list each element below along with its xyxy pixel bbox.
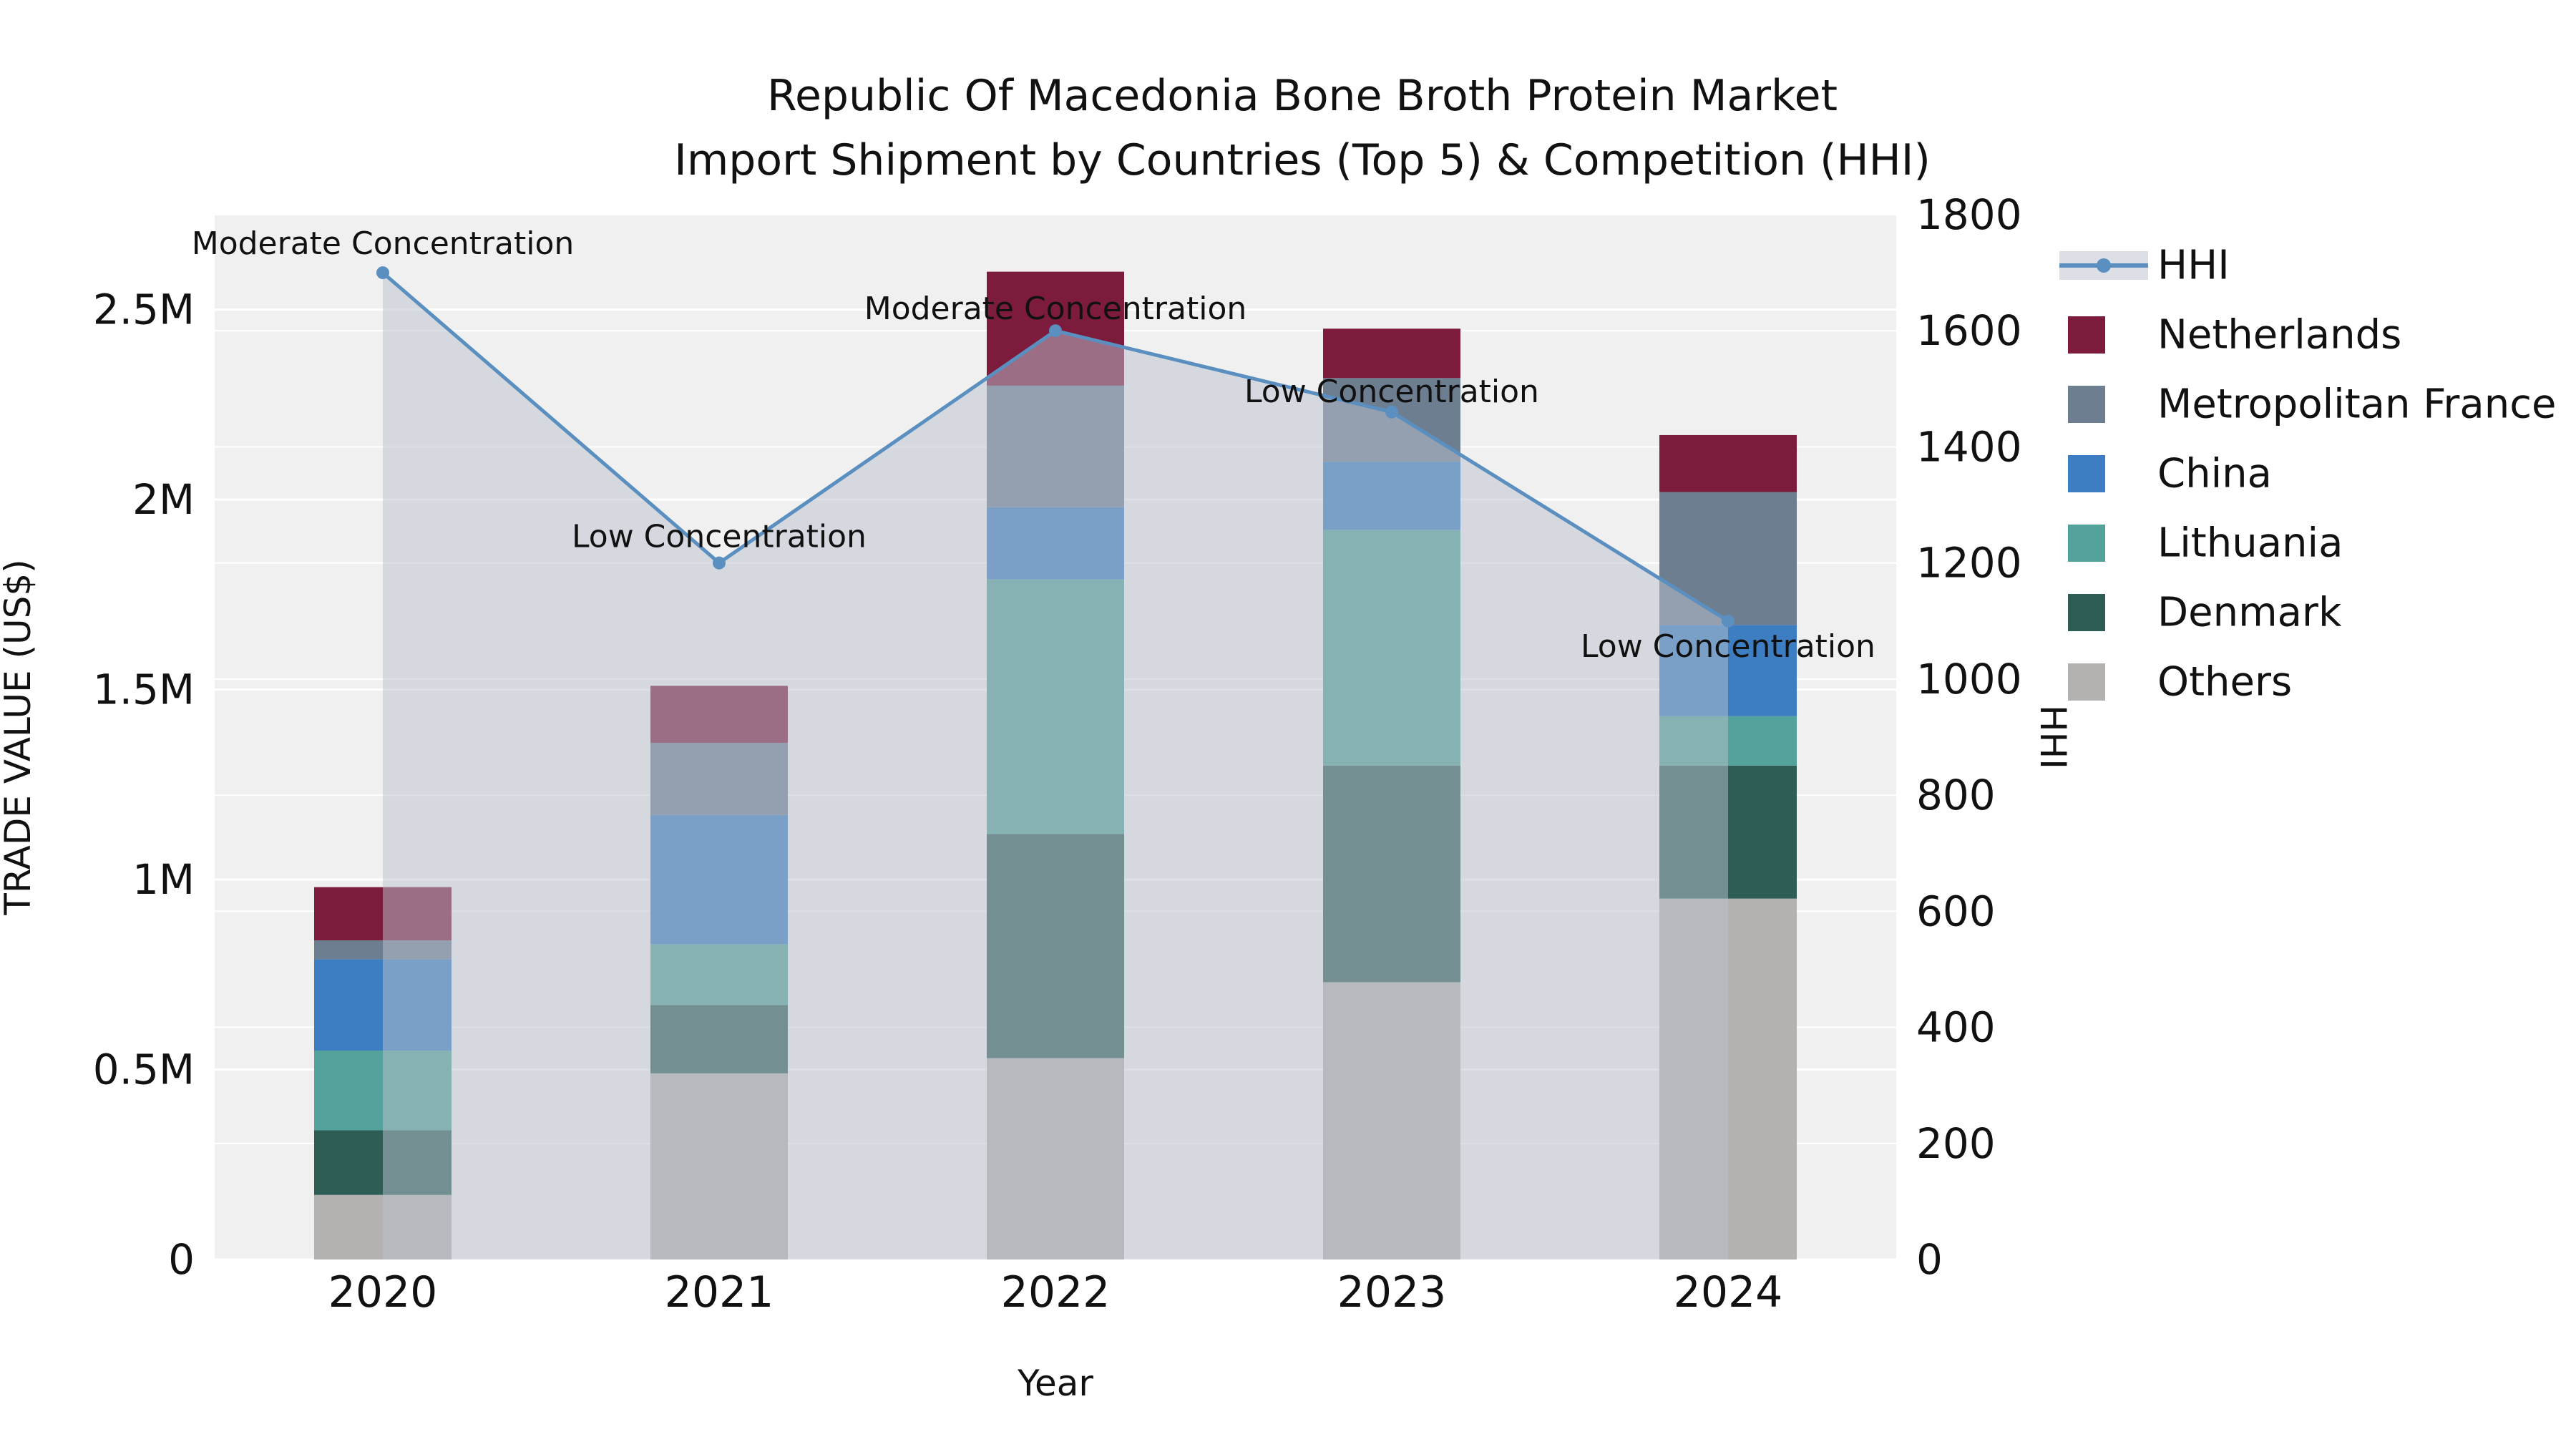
x-tick-label-2022: 2022 <box>1001 1267 1111 1317</box>
chart-title: Republic Of Macedonia Bone Broth Protein… <box>767 71 1838 121</box>
legend-label: Metropolitan France <box>2157 381 2556 428</box>
legend-swatch <box>2068 386 2105 423</box>
legend-label: Others <box>2157 659 2292 706</box>
legend-label: HHI <box>2157 243 2230 289</box>
y-left-tick-label: 1M <box>132 855 195 904</box>
hhi-marker <box>376 266 389 280</box>
hhi-marker <box>1722 614 1735 628</box>
hhi-area <box>383 273 1728 1260</box>
annotation-low-concentration: Low Concentration <box>1244 374 1539 410</box>
annotation-moderate-concentration: Moderate Concentration <box>192 225 575 262</box>
x-tick-label-2021: 2021 <box>665 1267 774 1317</box>
bar-segment-netherlands <box>1659 434 1797 492</box>
legend-item-netherlands: Netherlands <box>2068 312 2401 359</box>
y-right-tick-label: 1600 <box>1916 306 2022 355</box>
annotation-moderate-concentration: Moderate Concentration <box>864 291 1247 327</box>
hhi-marker <box>1049 324 1062 338</box>
y-right-tick-label: 200 <box>1916 1119 1996 1168</box>
y-left-tick-label: 1.5M <box>93 666 195 714</box>
legend-swatch <box>2068 316 2105 354</box>
y-left-tick-label: 2M <box>132 475 195 524</box>
y-right-tick-label: 0 <box>1916 1235 1943 1284</box>
legend-swatch <box>2068 663 2105 701</box>
x-tick-label-2020: 2020 <box>328 1267 438 1317</box>
legend-item-others: Others <box>2068 659 2292 706</box>
legend-swatch <box>2068 455 2105 492</box>
y-right-axis-title: HHI <box>2032 705 2074 769</box>
y-left-tick-label: 2.5M <box>93 286 195 334</box>
legend-item-hhi: HHI <box>2059 243 2230 289</box>
y-right-tick-label: 800 <box>1916 771 1996 819</box>
legend-item-china: China <box>2068 451 2272 497</box>
legend-label: Denmark <box>2157 590 2342 636</box>
y-left-tick-label: 0.5M <box>93 1046 195 1094</box>
legend-item-lithuania: Lithuania <box>2068 520 2343 567</box>
y-right-tick-label: 1800 <box>1916 190 2022 239</box>
y-right-tick-label: 600 <box>1916 887 1996 935</box>
legend-item-denmark: Denmark <box>2068 590 2342 636</box>
y-left-tick-label: 0 <box>168 1235 195 1284</box>
x-axis-title: Year <box>1017 1363 1093 1404</box>
x-tick-label-2023: 2023 <box>1337 1267 1447 1317</box>
y-right-tick-label: 400 <box>1916 1003 1996 1052</box>
y-left-axis-title: TRADE VALUE (US$) <box>0 559 39 915</box>
legend-item-metropolitan-france: Metropolitan France <box>2068 381 2556 428</box>
legend-label: Netherlands <box>2157 312 2401 359</box>
legend-label: Lithuania <box>2157 520 2343 567</box>
hhi-marker <box>713 556 726 570</box>
legend-swatch <box>2068 525 2105 562</box>
chart-subtitle: Import Shipment by Countries (Top 5) & C… <box>674 135 1931 185</box>
annotation-low-concentration: Low Concentration <box>572 519 867 555</box>
y-right-tick-label: 1400 <box>1916 422 2022 471</box>
x-tick-label-2024: 2024 <box>1674 1267 1783 1317</box>
bar-segment-netherlands <box>1323 328 1460 379</box>
legend-hhi-marker <box>2097 258 2111 273</box>
legend-swatch <box>2068 594 2105 631</box>
y-right-tick-label: 1000 <box>1916 655 2022 703</box>
y-right-tick-label: 1200 <box>1916 539 2022 588</box>
hhi-marker <box>1385 405 1398 419</box>
legend-label: China <box>2157 451 2272 497</box>
annotation-low-concentration: Low Concentration <box>1581 628 1875 665</box>
